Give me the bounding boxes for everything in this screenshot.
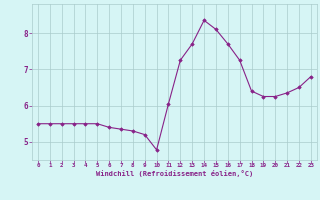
X-axis label: Windchill (Refroidissement éolien,°C): Windchill (Refroidissement éolien,°C): [96, 170, 253, 177]
